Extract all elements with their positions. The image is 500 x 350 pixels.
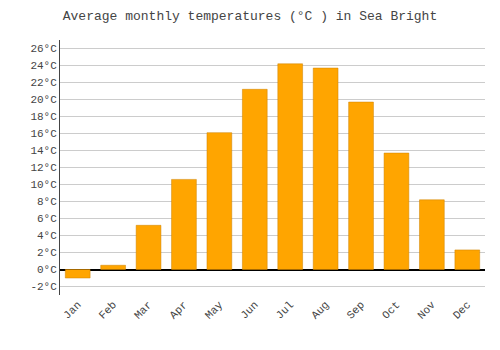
svg-text:8°C: 8°C	[37, 196, 57, 208]
svg-text:12°C: 12°C	[30, 162, 57, 174]
svg-text:Jul: Jul	[274, 299, 296, 321]
svg-text:16°C: 16°C	[30, 128, 57, 140]
svg-text:Mar: Mar	[132, 299, 154, 321]
svg-text:22°C: 22°C	[30, 77, 57, 89]
svg-text:Sep: Sep	[345, 299, 367, 321]
svg-text:0°C: 0°C	[37, 264, 57, 276]
svg-text:20°C: 20°C	[30, 94, 57, 106]
svg-text:Oct: Oct	[380, 299, 402, 321]
svg-text:May: May	[203, 299, 226, 322]
svg-text:Jun: Jun	[238, 299, 260, 321]
svg-text:2°C: 2°C	[37, 247, 57, 259]
svg-text:Feb: Feb	[97, 299, 119, 321]
svg-text:26°C: 26°C	[30, 43, 57, 55]
svg-text:Nov: Nov	[415, 299, 438, 322]
svg-text:-2°C: -2°C	[30, 281, 57, 293]
svg-text:24°C: 24°C	[30, 60, 57, 72]
svg-text:4°C: 4°C	[37, 230, 57, 242]
svg-text:18°C: 18°C	[30, 111, 57, 123]
svg-text:Apr: Apr	[167, 299, 189, 321]
svg-text:Average monthly temperatures (: Average monthly temperatures (°C ) in Se…	[63, 9, 437, 24]
svg-text:Jan: Jan	[61, 299, 83, 321]
svg-text:10°C: 10°C	[30, 179, 57, 191]
svg-text:6°C: 6°C	[37, 213, 57, 225]
svg-text:14°C: 14°C	[30, 145, 57, 157]
svg-text:Dec: Dec	[451, 299, 473, 321]
svg-text:Aug: Aug	[309, 299, 331, 321]
